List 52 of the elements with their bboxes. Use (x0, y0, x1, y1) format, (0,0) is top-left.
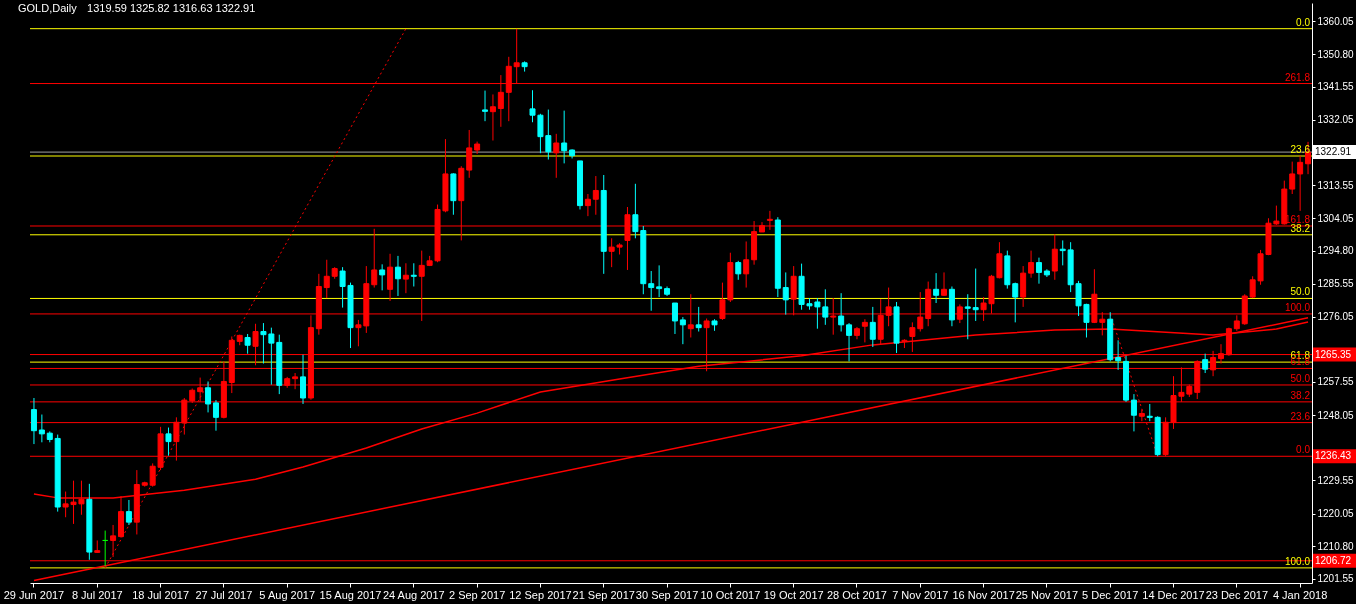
annotation: 23.6 (1290, 410, 1311, 422)
y-tick-label: 1313.55 (1317, 179, 1355, 191)
x-tick-label: 18 Jul 2017 (132, 588, 190, 601)
y-tick-label: 1360.05 (1317, 15, 1355, 27)
y-tick-label: 1201.55 (1317, 573, 1355, 585)
y-tick-label: 1248.05 (1317, 409, 1355, 421)
annotation: 0.0 (1296, 16, 1311, 28)
y-tick-label: 1350.80 (1317, 48, 1355, 60)
annotation: 50.0 (1290, 286, 1311, 298)
y-tick-label: 1257.55 (1317, 376, 1355, 388)
y-tick-label: 1304.05 (1317, 212, 1355, 224)
annotation: 261.8 (1284, 71, 1311, 83)
annotation: 38.2 (1290, 389, 1311, 401)
x-tick-label: 21 Sep 2017 (572, 588, 635, 601)
x-tick-label: 23 Dec 2017 (1205, 588, 1269, 601)
ref-line-label: 1322.91 (1315, 146, 1352, 158)
x-tick-label: 28 Oct 2017 (827, 588, 887, 601)
y-tick-label: 1285.55 (1317, 278, 1355, 289)
y-tick-label: 1332.05 (1317, 114, 1355, 126)
y-tick-label: 1341.55 (1317, 81, 1355, 93)
chart-title: GOLD,Daily (18, 2, 78, 14)
x-tick-label: 14 Dec 2017 (1142, 588, 1205, 601)
x-tick-label: 19 Oct 2017 (763, 588, 824, 601)
x-tick-label: 16 Nov 2017 (952, 588, 1015, 601)
x-tick-label: 30 Sep 2017 (635, 588, 699, 601)
x-tick-label: 15 Aug 2017 (319, 588, 382, 601)
annotation: 38.2 (1290, 222, 1311, 234)
chart-subtitle: 1319.59 1325.82 1316.63 1322.91 (87, 2, 256, 14)
annotation: 50.0 (1290, 372, 1311, 384)
y-tick-label: 1210.80 (1317, 540, 1355, 552)
x-tick-label: 10 Oct 2017 (700, 588, 761, 601)
x-tick-label: 5 Aug 2017 (259, 588, 316, 601)
ref-line-label: 1236.43 (1315, 450, 1352, 462)
x-tick-label: 2 Sep 2017 (448, 588, 506, 601)
annotation: 23.6 (1290, 144, 1311, 155)
x-tick-label: 4 Jan 2018 (1272, 588, 1328, 601)
ref-line-label: 1265.35 (1315, 348, 1352, 360)
x-tick-label: 29 Jun 2017 (3, 588, 65, 601)
y-tick-label: 1276.05 (1317, 311, 1355, 323)
annotation: 100.0 (1284, 301, 1311, 313)
y-tick-label: 1220.05 (1317, 508, 1355, 520)
y-tick-label: 1294.80 (1317, 245, 1355, 257)
x-tick-label: 12 Sep 2017 (509, 588, 572, 601)
x-tick-label: 5 Dec 2017 (1082, 588, 1139, 601)
x-tick-label: 7 Nov 2017 (892, 588, 949, 601)
x-tick-label: 8 Jul 2017 (71, 588, 123, 601)
annotation: 0.0 (1296, 444, 1311, 456)
ref-line-label: 1206.72 (1315, 554, 1352, 566)
y-tick-label: 1229.55 (1317, 474, 1355, 486)
x-tick-label: 24 Aug 2017 (382, 588, 445, 601)
x-tick-label: 27 Jul 2017 (195, 588, 253, 601)
x-tick-label: 25 Nov 2017 (1015, 588, 1079, 601)
